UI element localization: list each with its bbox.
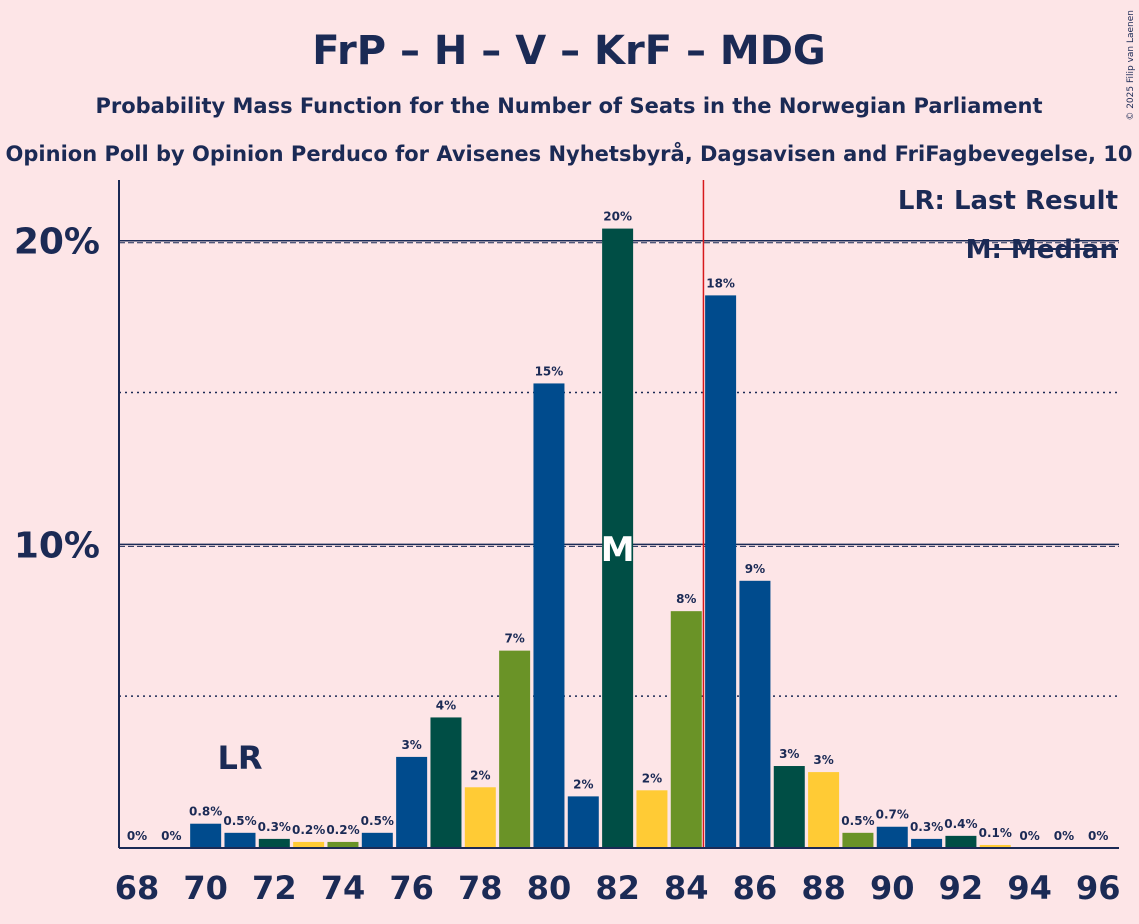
chart-subtitle: Probability Mass Function for the Number…	[95, 94, 1042, 118]
median-marker: M	[601, 530, 635, 570]
bar-87	[773, 766, 805, 848]
bar-label-71: 0.5%	[223, 814, 256, 828]
bar-82	[602, 228, 634, 849]
x-tick-84: 84	[664, 869, 709, 907]
bar-86	[739, 580, 771, 848]
bar-label-76: 3%	[401, 738, 421, 752]
copyright-text: © 2025 Filip van Laenen	[1126, 10, 1136, 121]
bar-label-77: 4%	[436, 698, 456, 712]
bar-label-72: 0.3%	[258, 820, 291, 834]
bar-label-78: 2%	[470, 768, 490, 782]
bar-label-83: 2%	[642, 771, 662, 785]
bar-label-81: 2%	[573, 777, 593, 791]
bar-label-92: 0.4%	[944, 817, 977, 831]
bar-73	[293, 841, 325, 848]
bar-75	[361, 832, 393, 848]
bar-label-74: 0.2%	[326, 823, 359, 837]
x-tick-74: 74	[321, 869, 366, 907]
bar-label-87: 3%	[779, 747, 799, 761]
bar-label-68: 0%	[127, 829, 147, 843]
x-tick-76: 76	[389, 869, 434, 907]
bar-label-84: 8%	[676, 592, 696, 606]
bar-92	[945, 835, 977, 848]
bar-91	[911, 838, 943, 848]
bar-88	[808, 772, 840, 848]
bar-83	[636, 790, 668, 848]
x-tick-92: 92	[939, 869, 984, 907]
bar-85	[705, 295, 737, 848]
bar-label-93: 0.1%	[979, 826, 1012, 840]
x-tick-90: 90	[870, 869, 915, 907]
y-tick-labels: 10% 20%	[14, 222, 100, 567]
bar-79	[499, 650, 531, 848]
bar-90	[876, 826, 908, 848]
bar-label-90: 0.7%	[876, 808, 909, 822]
x-tick-82: 82	[595, 869, 640, 907]
x-tick-88: 88	[801, 869, 846, 907]
bar-78	[464, 787, 496, 848]
bar-74	[327, 841, 359, 848]
bar-label-73: 0.2%	[292, 823, 325, 837]
bar-label-69: 0%	[161, 829, 181, 843]
bar-71	[224, 832, 256, 848]
x-tick-68: 68	[115, 869, 160, 907]
bar-label-82: 20%	[603, 210, 632, 224]
x-tick-94: 94	[1007, 869, 1052, 907]
bar-80	[533, 383, 565, 848]
bar-label-88: 3%	[813, 753, 833, 767]
chart-subtitle-poll: Opinion Poll by Opinion Perduco for Avis…	[6, 141, 1133, 166]
bar-label-85: 18%	[706, 276, 735, 290]
bars	[190, 228, 1011, 849]
y-tick-10: 10%	[14, 525, 100, 566]
x-tick-labels: 68 70 72 74 76 78 80 82 84 86 88 90 92 94 96	[115, 869, 1121, 907]
x-tick-80: 80	[527, 869, 572, 907]
bar-70	[190, 823, 222, 848]
x-tick-70: 70	[183, 869, 228, 907]
bar-label-89: 0.5%	[841, 814, 874, 828]
bar-label-86: 9%	[745, 562, 765, 576]
bar-77	[430, 717, 462, 848]
bar-76	[396, 756, 428, 848]
x-tick-78: 78	[458, 869, 503, 907]
y-tick-20: 20%	[14, 222, 100, 263]
last-result-marker: LR	[217, 739, 262, 777]
bar-label-80: 15%	[535, 364, 564, 378]
bar-label-95: 0%	[1054, 829, 1074, 843]
bar-label-91: 0.3%	[910, 820, 943, 834]
x-tick-86: 86	[733, 869, 778, 907]
x-tick-72: 72	[252, 869, 297, 907]
bar-72	[258, 838, 290, 848]
bar-93	[979, 844, 1011, 848]
x-tick-96: 96	[1076, 869, 1121, 907]
bar-84	[670, 611, 702, 848]
bar-label-70: 0.8%	[189, 805, 222, 819]
chart-title: FrP – H – V – KrF – MDG	[312, 28, 826, 74]
bar-81	[567, 796, 599, 848]
bar-label-96: 0%	[1088, 829, 1108, 843]
bar-89	[842, 832, 874, 848]
legend-last-result: LR: Last Result	[898, 186, 1118, 216]
bar-value-labels: 0% 0%0.8%0.5% 0.3% 0.2% 0.2%0.5%3%4%2%7%15%2…	[127, 210, 1109, 843]
bar-label-94: 0%	[1019, 829, 1039, 843]
bar-label-79: 7%	[504, 632, 524, 646]
bar-label-75: 0.5%	[361, 814, 394, 828]
